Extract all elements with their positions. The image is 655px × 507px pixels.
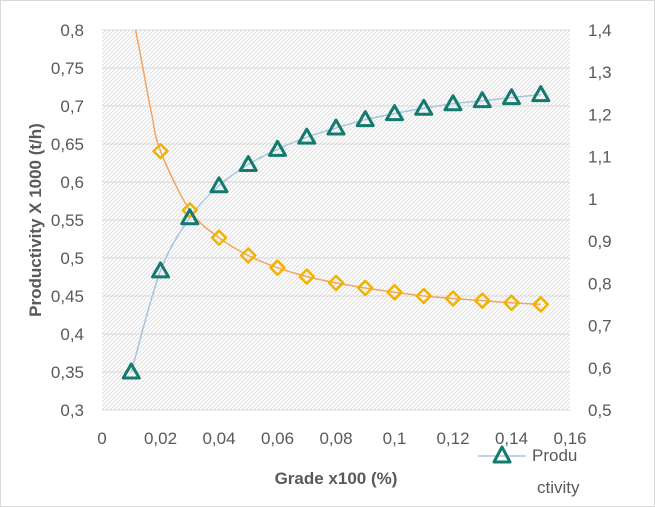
left-axis-ticks: 0,3 0,35 0,4 0,45 0,5 0,55 0,6 0,65 0,7 0,75 0,8 — [51, 21, 84, 420]
productivity-series-point — [443, 94, 463, 112]
right-axis-tick-label: 0,6 — [588, 359, 612, 378]
right-axis-tick-label: 0,8 — [588, 274, 612, 293]
productivity-series-point — [326, 118, 346, 136]
x-axis-tick-label: 0,04 — [202, 429, 235, 448]
left-axis-tick-label: 0,5 — [60, 249, 84, 268]
x-axis-tick-label: 0,14 — [495, 429, 528, 448]
left-axis-tick-label: 0,75 — [51, 59, 84, 78]
productivity-series-point — [297, 127, 317, 145]
left-axis-tick-label: 0,4 — [60, 325, 84, 344]
secondary-series-point — [327, 274, 345, 292]
right-axis-tick-label: 1,4 — [588, 21, 612, 40]
productivity-series-point — [180, 208, 200, 226]
right-axis-tick-label: 0,9 — [588, 232, 612, 251]
y-axis-title: Productivity X 1000 (t/h) — [26, 123, 45, 317]
productivity-series-point — [268, 139, 287, 157]
secondary-series-point — [269, 259, 286, 276]
secondary-series-point — [298, 268, 315, 285]
productivity-series-point — [414, 98, 434, 116]
series-layer — [121, 29, 551, 380]
left-axis-tick-label: 0,3 — [60, 401, 84, 420]
legend-label-line-1: Produ — [532, 446, 577, 465]
left-axis-tick-label: 0,6 — [60, 173, 84, 192]
x-axis-tick-label: 0,08 — [319, 429, 352, 448]
productivity-series-point — [385, 104, 404, 122]
right-axis-tick-label: 1,1 — [588, 148, 612, 167]
secondary-series-point — [532, 296, 549, 313]
productivity-series-point — [355, 110, 375, 128]
productivity-series-point — [531, 85, 551, 103]
gridlines — [102, 29, 570, 411]
right-axis-tick-label: 0,5 — [588, 401, 612, 420]
secondary-series-point — [415, 287, 432, 305]
productivity-series-point — [502, 88, 521, 106]
legend: Produ ctivity — [478, 445, 580, 497]
x-axis-tick-label: 0,12 — [436, 429, 469, 448]
productivity-series-point — [472, 91, 492, 109]
left-axis-tick-label: 0,8 — [60, 21, 84, 40]
left-axis-tick-label: 0,55 — [51, 211, 84, 230]
secondary-series-point — [210, 229, 228, 246]
right-axis-tick-label: 1,3 — [588, 63, 612, 82]
productivity-series-point — [209, 176, 229, 194]
legend-triangle-marker-icon — [492, 445, 512, 464]
right-axis-tick-label: 0,7 — [588, 317, 612, 336]
left-axis-tick-label: 0,35 — [51, 363, 84, 382]
right-axis-tick-label: 1 — [588, 190, 597, 209]
secondary-series-point — [240, 247, 257, 264]
x-axis-tick-label: 0 — [97, 429, 106, 448]
left-axis-tick-label: 0,7 — [60, 97, 84, 116]
x-axis-title: Grade x100 (%) — [275, 469, 398, 488]
x-axis-tick-label: 0,16 — [553, 429, 586, 448]
x-axis-tick-label: 0,02 — [144, 429, 177, 448]
productivity-series-point — [121, 362, 141, 380]
right-axis-ticks: 0,5 0,6 0,7 0,8 0,9 1 1,1 1,2 1,3 1,4 — [588, 21, 612, 420]
secondary-series-point — [181, 202, 198, 219]
secondary-series-point — [444, 290, 462, 307]
left-axis-tick-label: 0,65 — [51, 135, 84, 154]
secondary-series-point — [152, 142, 169, 160]
legend-label-line-2: ctivity — [537, 478, 580, 497]
x-axis-ticks: 0 0,02 0,04 0,06 0,08 0,1 0,12 0,14 0,16 — [97, 429, 586, 448]
productivity-series-point — [238, 155, 258, 173]
right-axis-tick-label: 1,2 — [588, 105, 612, 124]
secondary-series-point — [357, 279, 374, 297]
productivity-series-point — [151, 261, 170, 279]
secondary-series-point — [474, 292, 491, 309]
x-axis-tick-label: 0,06 — [261, 429, 294, 448]
x-axis-tick-label: 0,1 — [383, 429, 407, 448]
secondary-series-point — [503, 294, 520, 312]
secondary-series-point — [386, 283, 403, 301]
left-axis-tick-label: 0,45 — [51, 287, 84, 306]
